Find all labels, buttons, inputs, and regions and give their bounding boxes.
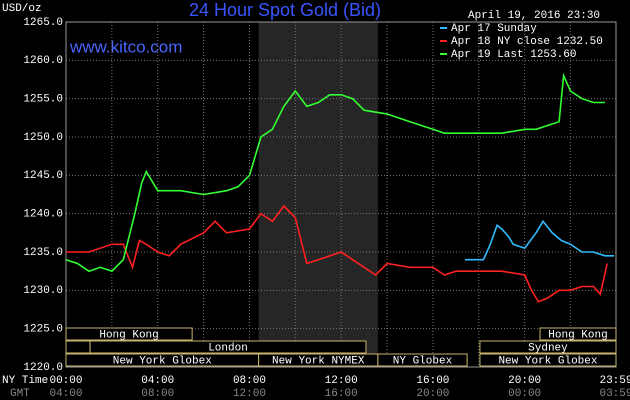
y-tick-label: 1260.0 <box>23 55 63 67</box>
session-label: Hong Kong <box>548 329 607 341</box>
session-box <box>89 340 367 354</box>
legend-label: Apr 17 Sunday <box>451 23 537 35</box>
session-label: New York NYMEX <box>272 355 365 367</box>
session-label: London <box>208 342 248 354</box>
y-tick-label: 1240.0 <box>23 209 63 221</box>
x2-axis-label: GMT <box>10 388 30 400</box>
session-box <box>377 353 468 367</box>
session-label: New York Globex <box>113 355 212 367</box>
y-tick-label: 1245.0 <box>23 170 63 182</box>
x-tick-label: 04:00 <box>141 375 174 387</box>
x-tick-label: 00:00 <box>49 375 82 387</box>
y-tick-label: 1265.0 <box>23 17 63 29</box>
y-tick-label: 1225.0 <box>23 324 63 336</box>
legend-label: Apr 18 NY close 1232.50 <box>451 36 603 48</box>
session-box <box>65 327 193 341</box>
x2-tick-label: 20:00 <box>416 388 449 400</box>
x2-tick-label: 08:00 <box>141 388 174 400</box>
y-axis-label: USD/oz <box>2 3 42 15</box>
session-shade <box>258 22 378 367</box>
x2-tick-label: 12:00 <box>233 388 266 400</box>
x-axis-label: NY Time <box>2 375 48 387</box>
y-tick-label: 1250.0 <box>23 132 63 144</box>
session-box <box>65 340 91 354</box>
legend-label: Apr 19 Last 1253.60 <box>451 49 576 61</box>
x2-tick-label: 03:59 <box>599 388 630 400</box>
x-tick-label: 12:00 <box>325 375 358 387</box>
x2-tick-label: 16:00 <box>325 388 358 400</box>
price-line <box>66 204 608 303</box>
session-box <box>479 340 617 354</box>
session-label: New York Globex <box>498 355 597 367</box>
price-line <box>465 219 615 261</box>
x2-tick-label: 04:00 <box>49 388 82 400</box>
x-tick-label: 16:00 <box>416 375 449 387</box>
y-tick-label: 1255.0 <box>23 94 63 106</box>
plot-frame <box>65 21 617 368</box>
source: www.kitco.com <box>69 37 182 56</box>
timestamp: April 19, 2016 23:30 <box>468 10 600 22</box>
y-tick-label: 1235.0 <box>23 247 63 259</box>
x-tick-label: 20:00 <box>508 375 541 387</box>
session-label: Sydney <box>528 342 568 354</box>
y-tick-label: 1220.0 <box>23 362 63 374</box>
price-line <box>65 72 605 273</box>
session-box <box>539 327 617 341</box>
chart-title: 24 Hour Spot Gold (Bid) <box>189 0 381 20</box>
session-label: NY Globex <box>393 355 453 367</box>
session-label: Hong Kong <box>99 329 158 341</box>
session-box <box>479 353 617 367</box>
x2-tick-label: 00:00 <box>508 388 541 400</box>
x-tick-label: 23:59 <box>599 375 630 387</box>
y-tick-label: 1230.0 <box>23 285 63 297</box>
x-tick-label: 08:00 <box>233 375 266 387</box>
